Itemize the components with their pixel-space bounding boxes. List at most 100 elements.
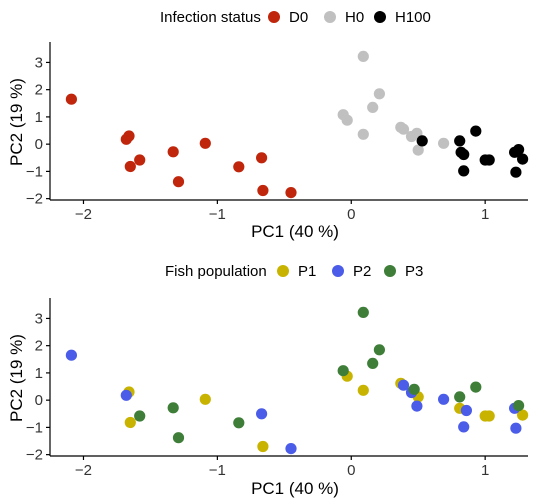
data-point-p1 [199, 393, 211, 405]
legend-label-p1: P1 [298, 263, 316, 280]
y-tick-label: 1 [35, 365, 43, 382]
legend-label-p3: P3 [405, 263, 423, 280]
data-point-p3 [357, 306, 369, 318]
data-point-p2 [120, 389, 132, 401]
data-point-p2 [397, 379, 410, 391]
data-point-h100 [513, 144, 525, 156]
data-point-d0 [134, 154, 146, 166]
data-point-p2 [510, 422, 522, 434]
y-axis-label: PC2 (19 %) [7, 334, 26, 422]
data-points [65, 50, 529, 199]
legend-swatch-h100 [374, 11, 386, 23]
data-point-p2 [285, 443, 297, 455]
legend-swatch-d0 [268, 11, 280, 23]
data-point-p2 [256, 408, 268, 420]
data-point-p1 [124, 416, 136, 429]
data-points [65, 306, 529, 455]
y-tick-label: −1 [26, 163, 43, 180]
data-point-d0 [124, 160, 136, 173]
legend: Infection status D0 H0 H100 [160, 9, 431, 26]
legend-swatch-h0 [324, 11, 336, 23]
x-tick-label: −1 [209, 462, 226, 479]
data-point-p3 [513, 400, 525, 412]
legend-title: Infection status [160, 9, 261, 26]
y-axis-label: PC2 (19 %) [7, 78, 26, 166]
data-point-p3 [367, 357, 379, 369]
y-tick-label: −1 [26, 419, 43, 436]
data-point-p1 [517, 409, 529, 421]
data-point-d0 [256, 152, 268, 164]
data-point-p1 [257, 440, 269, 453]
data-point-d0 [257, 184, 269, 197]
data-point-p3 [454, 391, 466, 403]
data-point-p3 [167, 402, 179, 414]
legend-swatch-p3 [384, 265, 396, 277]
x-tick-label: 1 [481, 462, 489, 479]
data-point-h0 [412, 144, 424, 156]
data-point-p3 [134, 410, 146, 422]
y-tick-label: 0 [35, 392, 43, 409]
legend: Fish population P1 P2 P3 [165, 263, 423, 280]
fish-population-panel: Fish population P1 P2 P3 −2 −1 0 1−2−10123 … [7, 263, 529, 498]
data-point-h0 [367, 101, 379, 113]
y-tick-label: 3 [35, 310, 43, 327]
y-tick-label: 0 [35, 136, 43, 153]
data-point-p3 [470, 381, 482, 393]
data-point-p3 [172, 432, 185, 444]
x-axis-label: PC1 (40 %) [251, 222, 339, 241]
legend-label-h100: H100 [395, 9, 431, 26]
y-tick-label: 2 [35, 338, 43, 355]
x-tick-label: −2 [75, 206, 92, 223]
legend-swatch-p1 [277, 265, 289, 277]
x-tick-label: −2 [75, 462, 92, 479]
legend-label-h0: H0 [345, 9, 364, 26]
legend-label-p2: P2 [353, 263, 371, 280]
x-tick-label: 0 [347, 206, 355, 223]
data-point-h0 [373, 88, 385, 100]
data-point-h100 [483, 154, 495, 166]
data-point-p2 [411, 400, 423, 412]
data-point-p2 [458, 421, 470, 433]
x-tick-label: 1 [481, 206, 489, 223]
data-point-h0 [357, 50, 369, 63]
y-tick-label: 3 [35, 54, 43, 71]
data-point-h100 [454, 135, 466, 147]
axis-ticks: −2 −1 0 1 −2 −1 0 1 2 3 [26, 310, 489, 479]
data-point-d0 [233, 161, 245, 173]
data-point-p2 [65, 349, 77, 361]
data-point-p2 [438, 393, 450, 405]
y-tick-label: −2 [26, 191, 43, 208]
y-tick-label: −2 [26, 447, 43, 464]
data-point-h100 [517, 153, 529, 165]
data-point-d0 [167, 146, 179, 158]
data-point-p1 [483, 410, 495, 422]
data-point-p3 [408, 383, 420, 395]
x-tick-label: −1 [209, 206, 226, 223]
data-point-h100 [510, 166, 522, 178]
data-point-p3 [337, 365, 349, 377]
data-point-p2 [460, 404, 472, 417]
data-point-h0 [438, 137, 450, 149]
data-point-p1 [357, 384, 369, 396]
data-point-h100 [416, 135, 428, 147]
data-point-d0 [199, 137, 211, 149]
data-point-d0 [285, 187, 297, 199]
y-tick-label: 1 [35, 109, 43, 126]
legend-title: Fish population [165, 263, 267, 280]
y-tick-label: 2 [35, 82, 43, 99]
data-point-h100 [458, 148, 470, 161]
data-point-h100 [470, 125, 482, 137]
data-point-h0 [357, 128, 369, 140]
legend-label-d0: D0 [289, 9, 308, 26]
x-axis-label: PC1 (40 %) [251, 479, 339, 498]
data-point-h0 [397, 123, 410, 135]
data-point-d0 [65, 93, 77, 105]
infection-status-panel: Infection status D0 H0 H100 −2 −1 0 1 −2 −1 0 1… [7, 9, 529, 241]
legend-swatch-p2 [332, 265, 344, 277]
data-point-h0 [341, 114, 353, 126]
data-point-d0 [123, 130, 135, 142]
data-point-h100 [458, 165, 470, 177]
axis-ticks: −2 −1 0 1 −2 −1 0 1 2 3 [26, 54, 489, 223]
data-point-p3 [373, 344, 385, 356]
